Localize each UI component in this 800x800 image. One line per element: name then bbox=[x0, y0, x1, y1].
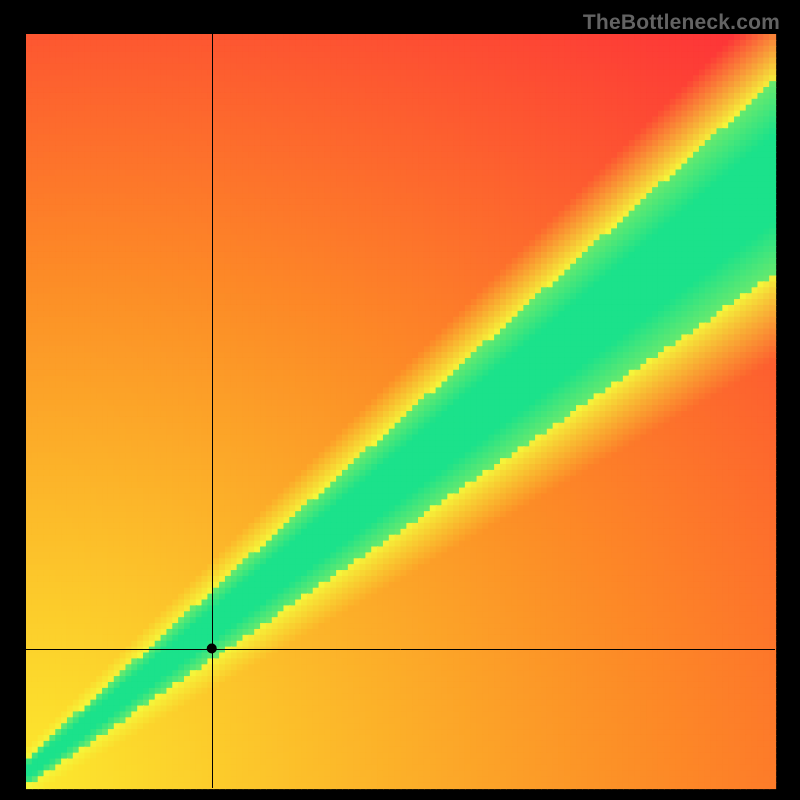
chart-container: TheBottleneck.com bbox=[0, 0, 800, 800]
watermark-text: TheBottleneck.com bbox=[583, 11, 780, 35]
heatmap-canvas bbox=[0, 0, 800, 800]
